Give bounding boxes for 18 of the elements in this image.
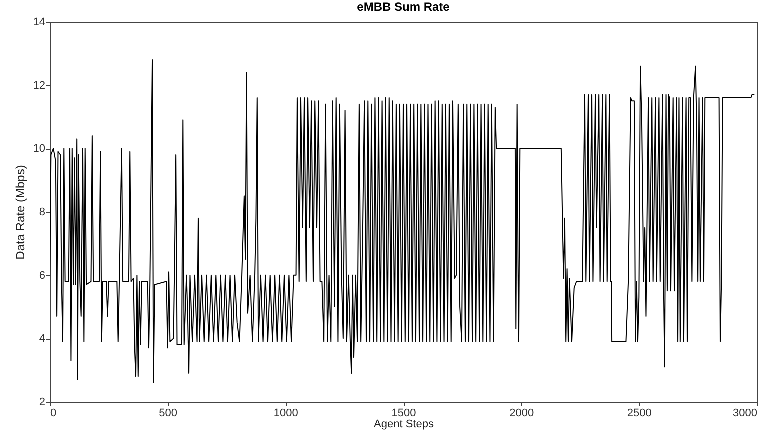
x-tick-label: 0 [50,408,57,420]
y-tick-label: 12 [33,80,46,92]
y-tick-label: 6 [39,270,46,282]
y-tick-label: 10 [33,143,46,156]
y-tick-label: 8 [39,206,46,218]
x-tick-label: 3000 [733,408,758,420]
chart-title: eMBB Sum Rate [357,0,450,14]
x-tick-label: 2000 [510,408,534,420]
x-tick-label: 500 [159,408,178,420]
y-tick-label: 2 [39,396,46,408]
x-tick-label: 1500 [392,408,416,420]
x-tick-label: 1000 [274,408,298,420]
x-tick-label: 2500 [627,408,652,420]
y-axis-title: Data Rate (Mbps) [13,165,28,260]
x-axis-title: Agent Steps [374,418,434,430]
y-tick-label: 4 [39,333,46,346]
y-tick-label: 14 [33,16,46,28]
line-series [50,60,756,384]
